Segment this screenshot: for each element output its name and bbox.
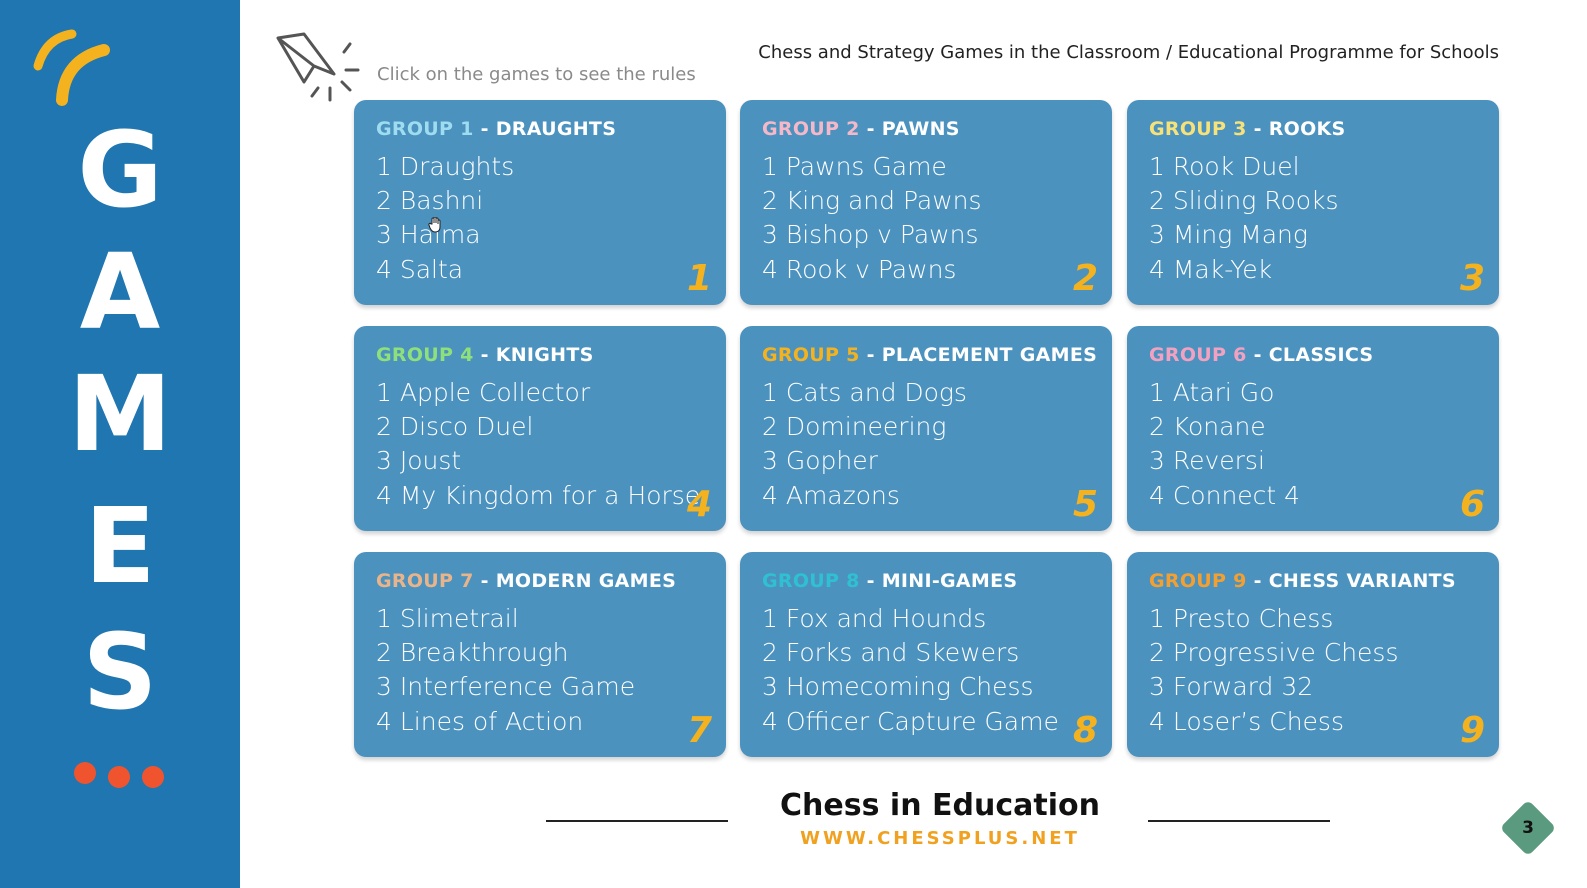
game-link[interactable]: 4 Rook v Pawns [762,255,957,284]
card-group-1[interactable]: GROUP 1 - DRAUGHTS 1 Draughts 2 Bashni 3… [354,100,726,305]
game-link[interactable]: 1 Atari Go [1149,378,1275,407]
group-label: GROUP 2 [762,118,860,140]
group-name: PAWNS [881,118,960,140]
title-letter-m: M [68,353,172,475]
game-link[interactable]: 1 Slimetrail [376,604,519,633]
group-name: PLACEMENT GAMES [881,344,1098,366]
card-group-6[interactable]: GROUP 6 - CLASSICS 1 Atari Go 2 Konane 3… [1127,326,1499,531]
group-label: GROUP 4 [376,344,474,366]
group-label: GROUP 1 [376,118,474,140]
game-link[interactable]: 2 Progressive Chess [1149,638,1399,667]
card-heading: GROUP 5 - PLACEMENT GAMES [762,344,1098,366]
game-link[interactable]: 3 Ming Mang [1149,220,1308,249]
group-name: MINI-GAMES [881,570,1018,592]
card-number: 1 [686,258,712,299]
game-link[interactable]: 2 Breakthrough [376,638,569,667]
game-link[interactable]: 1 Pawns Game [762,152,947,181]
card-heading: GROUP 6 - CLASSICS [1149,344,1374,366]
game-link[interactable]: 4 Officer Capture Game [762,707,1059,736]
group-name: DRAUGHTS [495,118,617,140]
game-link[interactable]: 3 Homecoming Chess [762,672,1034,701]
game-link[interactable]: 1 Presto Chess [1149,604,1334,633]
card-heading: GROUP 4 - KNIGHTS [376,344,594,366]
card-number: 3 [1459,258,1485,299]
game-link[interactable]: 3 Forward 32 [1149,672,1314,701]
group-name: KNIGHTS [495,344,594,366]
game-link[interactable]: 4 Loser’s Chess [1149,707,1344,736]
footer-url-link[interactable]: WWW.CHESSPLUS.NET [800,828,1080,849]
game-link[interactable]: 1 Apple Collector [376,378,591,407]
page-title: Chess and Strategy Games in the Classroo… [758,42,1499,63]
card-group-3[interactable]: GROUP 3 - ROOKS 1 Rook Duel 2 Sliding Ro… [1127,100,1499,305]
title-letter-a: A [79,231,161,353]
page-number: 3 [1522,818,1534,838]
game-link[interactable]: 1 Rook Duel [1149,152,1300,181]
title-letter-g: G [77,109,163,231]
card-group-5[interactable]: GROUP 5 - PLACEMENT GAMES 1 Cats and Dog… [740,326,1112,531]
card-number: 5 [1072,484,1098,525]
game-link[interactable]: 1 Cats and Dogs [762,378,967,407]
hand-cursor-icon [428,217,441,233]
game-link[interactable]: 1 Fox and Hounds [762,604,987,633]
card-number: 7 [686,710,712,751]
game-link[interactable]: 3 Bishop v Pawns [762,220,979,249]
card-heading: GROUP 8 - MINI-GAMES [762,570,1018,592]
card-heading: GROUP 2 - PAWNS [762,118,960,140]
game-link[interactable]: 3 Halma [376,220,481,249]
game-link[interactable]: 4 Amazons [762,481,900,510]
group-label: GROUP 8 [762,570,860,592]
card-number: 8 [1072,710,1098,751]
game-link[interactable]: 4 Mak-Yek [1149,255,1273,284]
game-link[interactable]: 3 Joust [376,446,462,475]
game-link[interactable]: 4 My Kingdom for a Horse [376,481,701,510]
game-link[interactable]: 3 Interference Game [376,672,636,701]
game-link[interactable]: 4 Salta [376,255,464,284]
group-label: GROUP 5 [762,344,860,366]
title-letter-e: E [84,485,156,607]
card-heading: GROUP 9 - CHESS VARIANTS [1149,570,1456,592]
card-heading: GROUP 1 - DRAUGHTS [376,118,617,140]
sidebar: G A M E S [0,0,240,888]
game-link[interactable]: 2 Konane [1149,412,1266,441]
group-name: CLASSICS [1268,344,1374,366]
game-link[interactable]: 2 Domineering [762,412,947,441]
card-group-9[interactable]: GROUP 9 - CHESS VARIANTS 1 Presto Chess … [1127,552,1499,757]
game-link[interactable]: 1 Draughts [376,152,515,181]
group-label: GROUP 9 [1149,570,1247,592]
dots-decoration [72,762,172,788]
game-link[interactable]: 4 Connect 4 [1149,481,1301,510]
title-letter-s: S [82,611,158,733]
card-group-7[interactable]: GROUP 7 - MODERN GAMES 1 Slimetrail 2 Br… [354,552,726,757]
card-number: 4 [686,484,712,525]
card-heading: GROUP 7 - MODERN GAMES [376,570,677,592]
card-number: 2 [1072,258,1098,299]
game-link[interactable]: 2 Forks and Skewers [762,638,1020,667]
game-link[interactable]: 3 Reversi [1149,446,1265,475]
hint-text: Click on the games to see the rules [377,64,696,85]
footer-title: Chess in Education [780,788,1100,823]
swoosh-decoration [33,29,110,106]
game-link[interactable]: 2 Bashni [376,186,484,215]
group-label: GROUP 6 [1149,344,1247,366]
card-number: 6 [1459,484,1485,525]
card-number: 9 [1459,710,1485,751]
footer-divider-left [546,820,728,822]
footer-divider-right [1148,820,1330,822]
group-name: CHESS VARIANTS [1268,570,1456,592]
game-link[interactable]: 2 Sliding Rooks [1149,186,1339,215]
group-label: GROUP 7 [376,570,474,592]
group-label: GROUP 3 [1149,118,1247,140]
game-link[interactable]: 2 Disco Duel [376,412,534,441]
group-name: MODERN GAMES [495,570,677,592]
card-heading: GROUP 3 - ROOKS [1149,118,1346,140]
group-name: ROOKS [1268,118,1346,140]
card-group-2[interactable]: GROUP 2 - PAWNS 1 Pawns Game 2 King and … [740,100,1112,305]
card-group-8[interactable]: GROUP 8 - MINI-GAMES 1 Fox and Hounds 2 … [740,552,1112,757]
card-group-4[interactable]: GROUP 4 - KNIGHTS 1 Apple Collector 2 Di… [354,326,726,531]
game-link[interactable]: 3 Gopher [762,446,878,475]
game-link[interactable]: 4 Lines of Action [376,707,584,736]
click-pointer-icon [276,32,360,102]
game-link[interactable]: 2 King and Pawns [762,186,982,215]
